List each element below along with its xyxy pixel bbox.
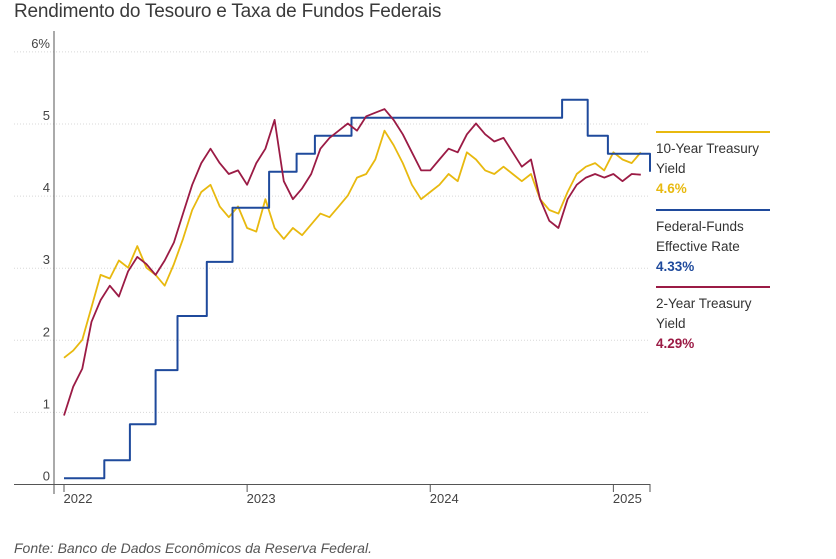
y-tick-label: 1 (43, 396, 50, 411)
legend-entry: 10-Year Treasury Yield 4.6% (656, 131, 772, 199)
y-tick-label: 2 (43, 324, 50, 339)
y-tick-label: 0 (43, 469, 50, 484)
series-line-1 (63, 129, 642, 359)
legend-color-rule (656, 131, 770, 133)
chart-source: Fonte: Banco de Dados Econômicos da Rese… (14, 540, 372, 556)
y-tick-label: 5 (43, 108, 50, 123)
series-line-2 (64, 98, 651, 480)
legend-color-rule (656, 209, 770, 211)
legend-value: 4.29% (656, 336, 695, 351)
legend-label: Yield (656, 316, 686, 331)
legend-value: 4.33% (656, 259, 695, 274)
legend-label: 2-Year Treasury (656, 296, 752, 311)
legend-color-rule (656, 286, 770, 288)
y-tick-label: 6% (31, 36, 50, 51)
y-tick-label: 3 (43, 252, 50, 267)
legend-label: Effective Rate (656, 239, 740, 254)
y-tick-label: 4 (43, 180, 50, 195)
x-tick-label: 2023 (247, 491, 276, 506)
series-line-3 (63, 108, 641, 416)
x-tick-label: 2022 (64, 491, 93, 506)
legend-value: 4.6% (656, 181, 687, 196)
legend-label: Yield (656, 161, 686, 176)
chart-title: Rendimento do Tesouro e Taxa de Fundos F… (14, 1, 442, 22)
legend-entry: Federal-Funds Effective Rate 4.33% (656, 209, 772, 277)
legend-entry: 2-Year Treasury Yield 4.29% (656, 286, 772, 354)
legend-label: Federal-Funds (656, 219, 744, 234)
x-tick-label: 2024 (430, 491, 459, 506)
legend-label: 10-Year Treasury (656, 141, 760, 156)
x-tick-label: 2025 (613, 491, 642, 506)
